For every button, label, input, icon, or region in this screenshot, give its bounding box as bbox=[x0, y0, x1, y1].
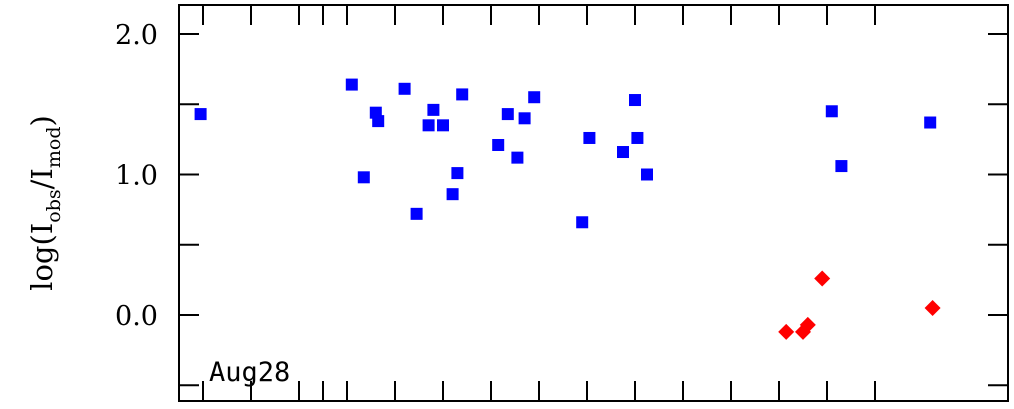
square-point bbox=[617, 146, 629, 158]
diamond-point bbox=[814, 270, 830, 286]
square-point bbox=[826, 105, 838, 117]
square-point bbox=[447, 188, 459, 200]
y-tick-label: 1.0 bbox=[115, 161, 158, 192]
plot-frame bbox=[179, 5, 1008, 401]
square-point bbox=[399, 83, 411, 95]
square-point bbox=[451, 167, 463, 179]
y-tick-label: 2.0 bbox=[115, 20, 158, 51]
square-point bbox=[346, 79, 358, 91]
square-point bbox=[528, 91, 540, 103]
diamond-point bbox=[778, 324, 794, 340]
square-point bbox=[502, 108, 514, 120]
square-point bbox=[492, 139, 504, 151]
axis-ticks bbox=[179, 5, 1008, 401]
square-point bbox=[437, 119, 449, 131]
y-tick-labels: 2.0 1.0 0.0 bbox=[115, 20, 158, 332]
square-point bbox=[411, 208, 423, 220]
square-point bbox=[576, 216, 588, 228]
square-point bbox=[511, 152, 523, 164]
panel-label: Aug28 bbox=[209, 357, 290, 388]
square-point bbox=[427, 104, 439, 116]
square-point bbox=[358, 171, 370, 183]
y-axis-title: log(Iobs/Imod) bbox=[25, 115, 65, 291]
square-point bbox=[583, 132, 595, 144]
square-point bbox=[456, 88, 468, 100]
square-point bbox=[423, 119, 435, 131]
data-points bbox=[195, 79, 941, 340]
square-point bbox=[631, 132, 643, 144]
square-point bbox=[372, 115, 384, 127]
square-point bbox=[924, 117, 936, 129]
diamond-point bbox=[925, 300, 941, 316]
square-point bbox=[519, 112, 531, 124]
square-point bbox=[195, 108, 207, 120]
square-point bbox=[641, 169, 653, 181]
y-tick-label: 0.0 bbox=[115, 301, 158, 332]
square-point bbox=[835, 160, 847, 172]
square-point bbox=[629, 94, 641, 106]
